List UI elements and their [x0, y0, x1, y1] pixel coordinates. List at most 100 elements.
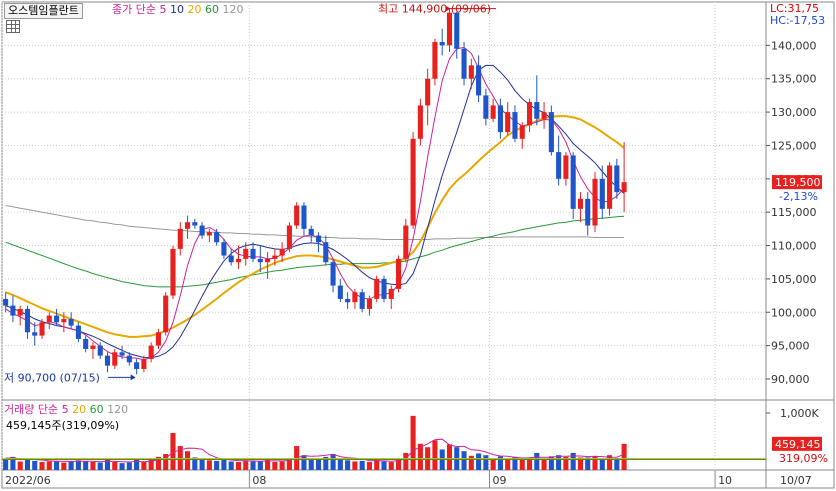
candle-body: [119, 352, 125, 356]
moving-average-lines: [5, 46, 625, 361]
volume-bar: [32, 460, 38, 470]
volume-bar: [519, 459, 525, 470]
volume-bar: [534, 452, 540, 470]
stock-name-button[interactable]: 오스템임플란트: [4, 3, 83, 19]
candle-body: [39, 322, 45, 336]
candle-body: [286, 225, 292, 249]
low-arrow-head: [130, 374, 136, 381]
volume-bar: [381, 461, 387, 470]
volume-bar: [192, 457, 198, 470]
volume-legend[interactable]: 거래량 단순 5 20 60 120: [4, 403, 128, 417]
volume-bar: [366, 462, 372, 470]
candle-body: [505, 112, 511, 133]
volume-bar: [505, 458, 511, 470]
candle-body: [410, 138, 416, 226]
axis-labels: 90,000 95,000 100,000 105,000 110,000 115,000…: [5, 39, 817, 487]
candle-body: [126, 355, 132, 363]
ma-legend-120: 120: [222, 3, 244, 16]
vol-legend-prefix: 거래량 단순: [4, 403, 59, 416]
ma-legend[interactable]: 종가 단순 5 10 20 60 120: [112, 3, 243, 17]
high-arrow-head: [445, 5, 451, 12]
candle-body: [425, 78, 431, 106]
volume-bar: [235, 462, 242, 470]
candle-body: [97, 345, 103, 356]
high-annotation: 최고 144,900 (09/06): [378, 3, 491, 16]
volume-bar: [184, 451, 191, 470]
candle-body: [221, 242, 227, 256]
date-label: 09: [493, 474, 507, 487]
date-label: 2022/06: [5, 474, 51, 487]
volume-bar: [10, 456, 16, 470]
candle-body: [483, 95, 489, 119]
volume-bar: [563, 456, 569, 470]
volume-bar: [155, 456, 161, 470]
volume-pct: 319,09%: [779, 452, 828, 465]
candle-body: [439, 42, 445, 46]
ma-legend-prefix: 종가 단순: [112, 3, 156, 16]
volume-bar: [490, 458, 496, 470]
price-tick-label: 115,000: [771, 206, 817, 219]
price-tick-label: 125,000: [771, 139, 817, 152]
vol-legend-5: 5: [61, 403, 69, 416]
candle-body: [214, 232, 220, 243]
price-tick-label: 135,000: [771, 73, 817, 86]
candle-body: [184, 222, 191, 229]
ma20-line: [5, 115, 625, 338]
volume-bar: [301, 455, 307, 470]
price-box-value: 119,500: [775, 176, 821, 189]
volume-bar: [279, 461, 285, 470]
candle-body: [323, 242, 329, 263]
volume-bar: [286, 458, 292, 470]
candle-body: [570, 155, 576, 209]
volume-bar: [54, 460, 60, 470]
volume-bar: [308, 458, 314, 470]
ma-legend-60: 60: [204, 3, 219, 16]
candle-body: [90, 345, 96, 349]
volume-bar: [417, 443, 423, 470]
volume-bar: [97, 462, 103, 470]
candle-body: [24, 308, 31, 333]
candle-body: [359, 292, 365, 309]
candle-body: [10, 305, 16, 316]
candle-body: [170, 248, 176, 296]
candle-body: [54, 315, 60, 323]
volume-bar: [126, 462, 132, 470]
candle-body: [614, 165, 620, 193]
candle-body: [61, 318, 67, 323]
candle-body: [330, 262, 336, 286]
vol-axis-label: 1,000K: [780, 407, 819, 420]
candle-body: [337, 285, 343, 299]
candle-body: [17, 308, 23, 316]
candle-body: [592, 178, 598, 226]
volume-bar: [403, 452, 409, 470]
volume-bar: [607, 455, 613, 470]
volume-bar: [228, 461, 234, 470]
candle-body: [490, 105, 496, 119]
volume-bar: [359, 460, 365, 470]
grid-icon[interactable]: [6, 20, 20, 33]
ma120-line: [5, 205, 625, 240]
annotations: 최고 144,900 (09/06) 저 90,700 (07/15): [4, 3, 770, 414]
candle-body: [272, 255, 278, 259]
volume-bar: [461, 451, 467, 470]
ma60-line: [5, 215, 625, 288]
candle-body: [155, 332, 161, 346]
grid-lines: [1, 2, 770, 488]
candle-body: [104, 355, 111, 366]
volume-bar: [396, 459, 402, 470]
vol-legend-60: 60: [89, 403, 104, 416]
volume-bar: [199, 458, 205, 470]
volume-bar: [61, 462, 67, 470]
volume-ma-lines: [2, 438, 766, 463]
price-tick-label: 130,000: [771, 106, 817, 119]
volume-bar: [614, 458, 620, 470]
candle-body: [388, 288, 394, 299]
volume-bar: [119, 463, 125, 470]
volume-bar: [112, 462, 118, 470]
ma5-line: [5, 46, 625, 361]
candle-body: [228, 255, 234, 263]
candle-body: [519, 125, 525, 139]
date-label: 10: [718, 474, 732, 487]
volume-bar: [170, 432, 176, 470]
price-change: -2,13%: [779, 190, 818, 203]
